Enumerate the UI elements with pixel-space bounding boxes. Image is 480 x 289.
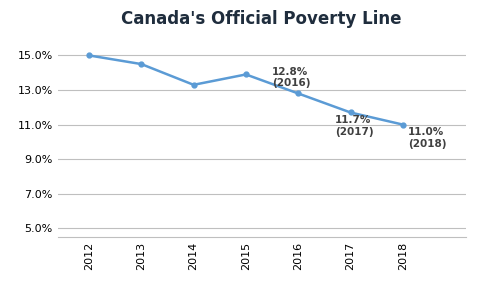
Title: Canada's Official Poverty Line: Canada's Official Poverty Line <box>121 10 402 27</box>
Text: 12.8%
(2016): 12.8% (2016) <box>272 67 311 88</box>
Text: 11.7%
(2017): 11.7% (2017) <box>335 115 373 137</box>
Text: 11.0%
(2018): 11.0% (2018) <box>408 127 446 149</box>
